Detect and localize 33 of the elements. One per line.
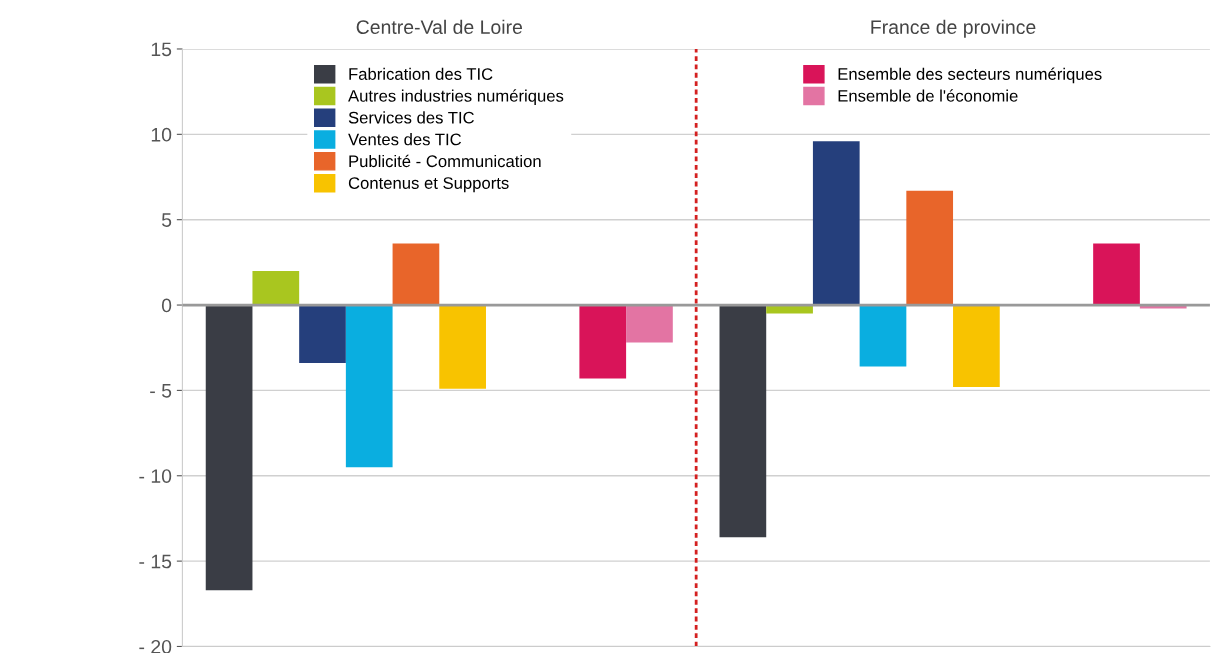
x-tick-label: Centre-Val de Loire [356,19,523,35]
y-tick-label: - 5 [150,384,172,398]
legend-label: Fabrication des TIC [349,67,493,80]
bar [345,305,393,468]
legend-label: Ensemble des secteurs numériques [838,67,1102,84]
bar [1093,243,1140,306]
bar [579,305,627,379]
y-tick-label: 0 [161,298,172,313]
legend-label: Ensemble de l'économie [838,89,1018,102]
legend-label: Contenus et Supports [348,177,509,193]
x-tick-label: France de province [871,19,1036,38]
y-tick-label: 10 [151,127,172,142]
bar [626,305,673,343]
y-tick-label: - 10 [139,469,172,483]
bar [252,270,300,306]
y-tick-label: 15 [151,42,172,57]
bar [953,305,1000,387]
bar [812,141,860,306]
bar [766,305,813,314]
y-tick-label: - 15 [139,554,172,569]
bar [439,305,486,389]
y-tick-label: 5 [161,213,172,227]
bar [719,305,767,538]
legend-label: Ventes des TIC [348,133,462,146]
y-tick-label: - 20 [139,639,172,653]
legend-label: Services des TIC [348,111,474,124]
bar [299,305,346,364]
legend-label: Publicité - Communication [349,154,541,168]
bar [392,243,440,306]
bar [205,305,253,591]
bar [859,305,907,367]
bar [906,190,954,306]
legend-label: Autres industries numériques [348,89,564,106]
